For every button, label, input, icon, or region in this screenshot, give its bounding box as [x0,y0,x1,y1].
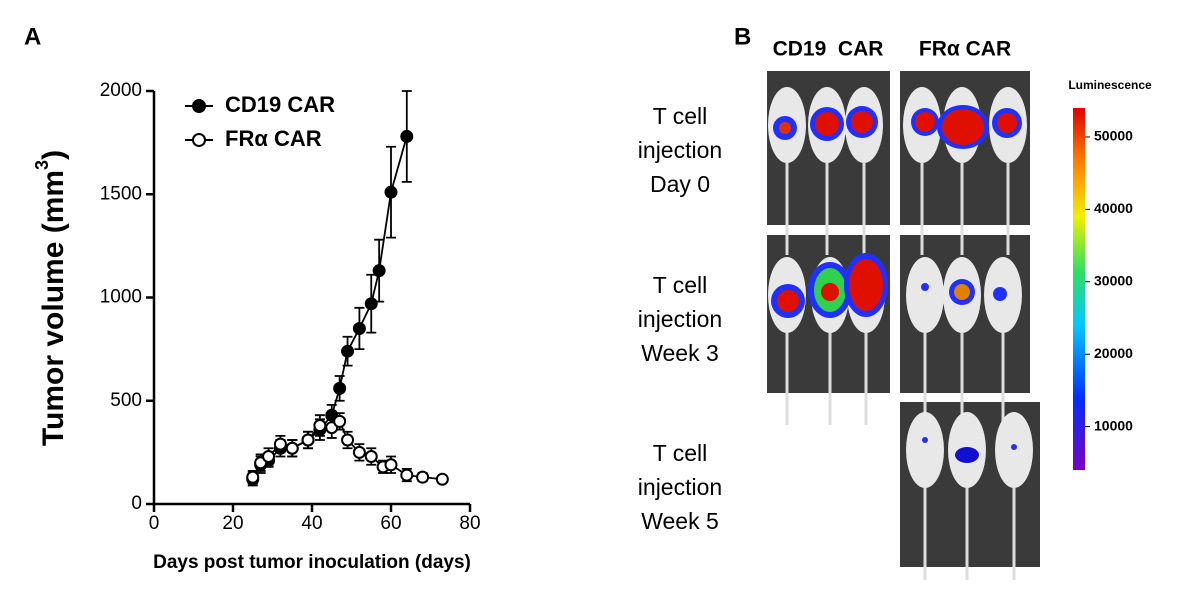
data-point [285,441,299,455]
legend-label: FRα CAR [225,126,322,151]
row-label: Week 5 [641,508,719,534]
chart: 0 500 1000 1500 2000 0 20 40 60 80 Days post tumor… [32,80,481,573]
legend-label: CD19 CAR [225,92,335,117]
imaging-panel [766,71,1085,582]
row-label: T cell [653,103,708,129]
y-axis-label-part: 3 [32,160,52,170]
data-point [341,344,355,358]
panel-label: B [734,23,751,50]
row-label: T cell [653,440,708,466]
y-axis-label-part: Tumor volume (mm [37,170,70,446]
legend-marker [192,133,206,147]
data-point [400,468,414,482]
data-point [352,445,366,459]
data-point [400,129,414,143]
data-point [246,470,260,484]
colorbar-tick-label: 20000 [1094,345,1133,361]
row-label: injection [638,474,722,500]
row-label: T cell [653,272,708,298]
data-point [273,437,287,451]
row-label: injection [638,306,722,332]
data-point [262,450,276,464]
colorbar-tick-label: 40000 [1094,200,1133,216]
data-point [313,419,327,433]
data-point [384,458,398,472]
x-axis-label: Days post tumor inoculation (days) [153,552,471,573]
column-label: CD19 CAR [773,38,884,61]
colorbar-title: Luminescence [1068,78,1152,92]
x-tick-label: 20 [222,513,243,534]
legend-marker [192,99,206,113]
colorbar-tick-label: 30000 [1094,272,1133,288]
y-tick-label: 1500 [100,183,142,204]
panel-label: A [24,23,41,50]
data-point [333,414,347,428]
row-label: Week 3 [641,340,719,366]
x-tick-label: 60 [380,513,401,534]
colorbar-tick-label: 10000 [1094,417,1133,433]
y-axis-label: Tumor volume (mm3) [32,150,70,446]
data-point [364,450,378,464]
y-axis-label-part: ) [37,150,70,160]
data-point [364,297,378,311]
y-tick-label: 0 [131,493,142,514]
data-point [301,433,315,447]
row-label: Day 0 [650,171,710,197]
data-point [352,321,366,335]
data-point [372,264,386,278]
y-tick-label: 500 [110,390,142,411]
x-tick-label: 80 [459,513,480,534]
data-point [333,381,347,395]
data-point [435,472,449,486]
data-point [416,470,430,484]
x-tick-label: 0 [149,513,160,534]
y-tick-label: 1000 [100,287,142,308]
row-label: injection [638,137,722,163]
data-point [384,185,398,199]
y-tick-label: 2000 [100,80,142,101]
signals [771,105,1022,463]
x-tick-label: 40 [301,513,322,534]
colorbar [1073,108,1085,470]
column-label: FRα CAR [919,38,1011,61]
colorbar-tick-label: 50000 [1094,128,1133,144]
data-point [341,433,355,447]
